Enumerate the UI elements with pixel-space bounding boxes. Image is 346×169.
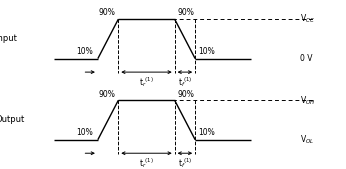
Text: t$_r$$^{(1)}$: t$_r$$^{(1)}$ bbox=[139, 75, 154, 89]
Text: t$_f$$^{(1)}$: t$_f$$^{(1)}$ bbox=[178, 156, 192, 169]
Text: Input: Input bbox=[0, 34, 17, 43]
Text: 10%: 10% bbox=[198, 128, 215, 137]
Text: 0 V: 0 V bbox=[300, 54, 313, 63]
Text: 90%: 90% bbox=[177, 8, 194, 17]
Text: 10%: 10% bbox=[198, 47, 215, 56]
Text: 90%: 90% bbox=[99, 90, 116, 99]
Text: 10%: 10% bbox=[76, 47, 93, 56]
Text: V$_{CC}$: V$_{CC}$ bbox=[300, 13, 315, 25]
Text: t$_f$$^{(1)}$: t$_f$$^{(1)}$ bbox=[178, 75, 192, 89]
Text: Output: Output bbox=[0, 115, 25, 125]
Text: 90%: 90% bbox=[99, 8, 116, 17]
Text: V$_{OL}$: V$_{OL}$ bbox=[300, 134, 314, 146]
Text: t$_r$$^{(1)}$: t$_r$$^{(1)}$ bbox=[139, 156, 154, 169]
Text: V$_{OH}$: V$_{OH}$ bbox=[300, 94, 316, 106]
Text: 10%: 10% bbox=[76, 128, 93, 137]
Text: 90%: 90% bbox=[177, 90, 194, 99]
